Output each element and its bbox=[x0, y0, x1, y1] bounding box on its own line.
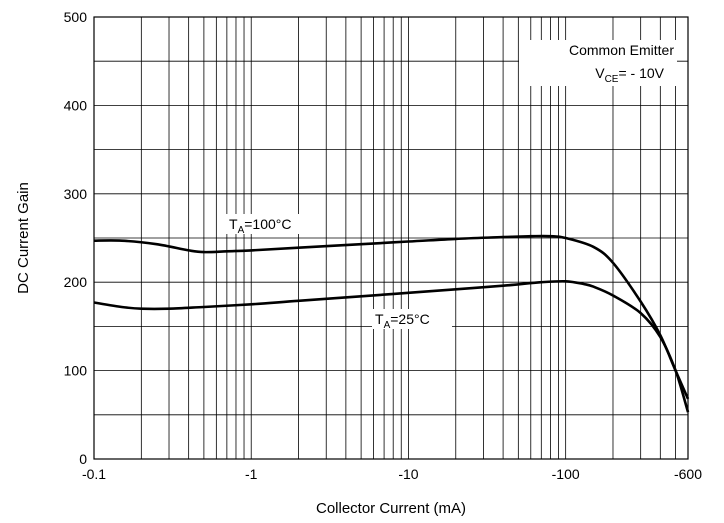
x-tick-label: -100 bbox=[552, 466, 580, 482]
tick-labels: -0.1 -1 -10 -100 -600 0 100 200 300 400 500 bbox=[64, 9, 703, 482]
series-line-25c bbox=[93, 279, 690, 413]
series-label-25c: TA=25°C bbox=[375, 311, 430, 331]
y-axis-title: DC Current Gain bbox=[15, 182, 32, 294]
y-tick-label: 200 bbox=[64, 274, 88, 290]
series-label-25c-value: =25°C bbox=[390, 311, 429, 327]
series-layer bbox=[93, 234, 690, 413]
x-tick-label: -1 bbox=[245, 466, 258, 482]
condition-line1: Common Emitter bbox=[569, 42, 674, 58]
x-axis-title: Collector Current (mA) bbox=[316, 500, 466, 517]
series-label-100c-value: =100°C bbox=[244, 216, 291, 232]
series-label-100c-subscript: A bbox=[238, 225, 245, 236]
condition-line2: VCE= - 10V bbox=[595, 65, 664, 85]
x-tick-label: -10 bbox=[398, 466, 418, 482]
series-label-100c-box bbox=[226, 214, 314, 234]
y-tick-label: 100 bbox=[64, 363, 88, 379]
grid-lines bbox=[94, 17, 688, 459]
condition-vce-value: = - 10V bbox=[618, 65, 664, 81]
y-tick-label: 400 bbox=[64, 97, 88, 113]
y-tick-label: 0 bbox=[79, 451, 87, 467]
series-label-25c-symbol: T bbox=[375, 311, 384, 327]
series-line-100c bbox=[93, 234, 690, 400]
series-label-100c: TA=100°C bbox=[229, 216, 291, 236]
series-label-25c-subscript: A bbox=[384, 320, 391, 331]
condition-vce-subscript: CE bbox=[605, 74, 619, 85]
series-label-100c-symbol: T bbox=[229, 216, 238, 232]
x-tick-label: -0.1 bbox=[82, 466, 106, 482]
y-tick-label: 300 bbox=[64, 186, 88, 202]
series-label-25c-box bbox=[372, 309, 452, 329]
condition-vce-symbol: V bbox=[595, 65, 605, 81]
plot-frame bbox=[93, 16, 689, 460]
x-tick-label: -600 bbox=[674, 466, 702, 482]
y-tick-label: 500 bbox=[64, 9, 88, 25]
condition-box bbox=[519, 40, 677, 86]
